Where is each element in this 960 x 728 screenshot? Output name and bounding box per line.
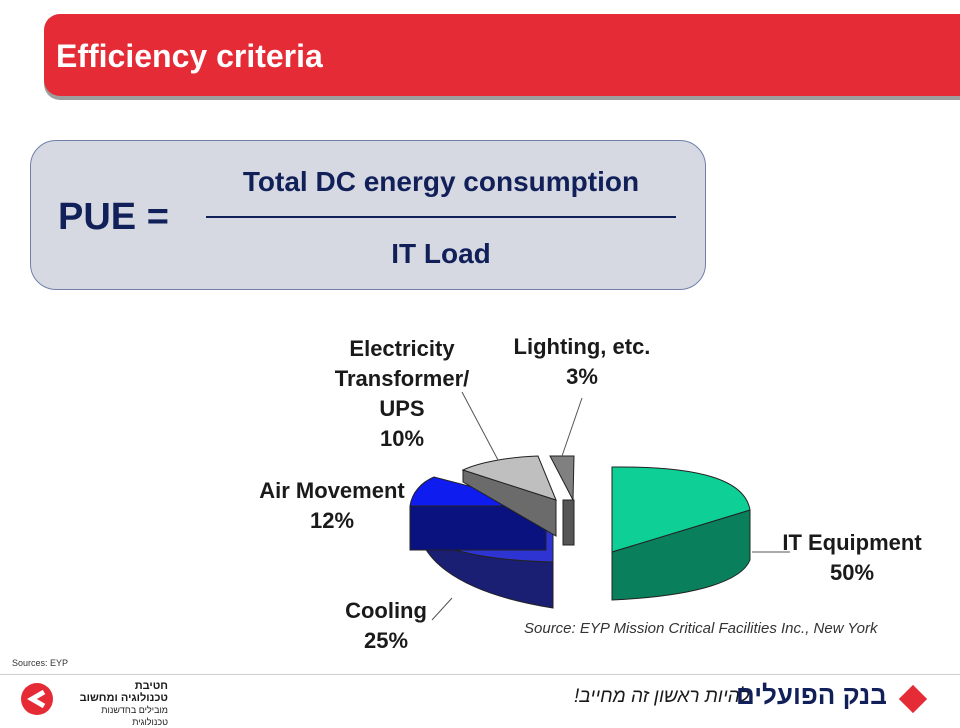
label-it-equipment: IT Equipment (782, 530, 922, 555)
division-logo-line-2: טכנולוגיה ומחשוב (79, 692, 168, 704)
division-logo: חטיבת טכנולוגיה ומחשוב מובילים בחדשנות ט… (18, 680, 168, 727)
slice-ups (461, 455, 557, 537)
title-bar (44, 14, 960, 96)
label-air-movement-value: 12% (310, 508, 354, 533)
label-ups-value: 10% (380, 426, 424, 451)
bank-logo-icon (898, 684, 928, 714)
page-title: Efficiency criteria (56, 38, 323, 74)
division-logo-text: חטיבת טכנולוגיה ומחשוב מובילים בחדשנות ט… (70, 680, 168, 728)
division-logo-line-1: חטיבת (134, 680, 168, 692)
slice-lighting (549, 455, 575, 546)
slice-it-equipment (611, 466, 751, 601)
label-ups-2: Transformer/ (335, 366, 470, 391)
label-ups-1: Electricity (349, 336, 455, 361)
formula-numerator: Total DC energy consumption (242, 166, 640, 197)
chart-source-note: Source: EYP Mission Critical Facilities … (524, 620, 878, 637)
label-cooling-value: 25% (364, 628, 408, 653)
leader-ups (461, 391, 499, 461)
label-lighting-value: 3% (566, 364, 598, 389)
bank-name: בנק הפועלים (736, 680, 887, 710)
division-logo-icon (21, 683, 53, 715)
leader-lighting (561, 397, 583, 457)
formula-box (30, 140, 706, 290)
label-air-movement: Air Movement (259, 478, 405, 503)
sources-note: Sources: EYP (12, 658, 69, 668)
slice-it-equipment-top (611, 466, 751, 553)
label-cooling: Cooling (345, 598, 427, 623)
pue-label: PUE = (58, 196, 169, 238)
fraction-line (206, 216, 676, 218)
division-logo-line-3: מובילים בחדשנות טכנולוגית (101, 705, 168, 727)
leader-cooling (431, 597, 453, 621)
slice-it-equipment-side (611, 509, 751, 601)
label-ups-3: UPS (379, 396, 424, 421)
label-it-equipment-value: 50% (830, 560, 874, 585)
slice-ups-top (461, 455, 557, 501)
slice-lighting-side (562, 499, 575, 546)
label-lighting: Lighting, etc. (514, 334, 651, 359)
bank-slogan: להיות ראשון זה מחייב! (574, 686, 750, 707)
footer-divider (0, 674, 960, 675)
formula-denominator: IT Load (391, 238, 491, 269)
